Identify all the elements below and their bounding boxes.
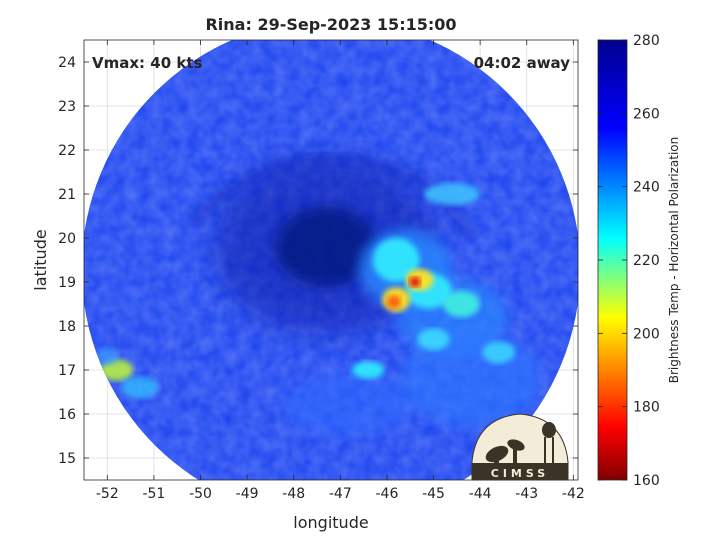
x-tick-label: -51	[142, 486, 165, 502]
colorbar-tick-label: 240	[633, 180, 660, 196]
x-tick-label: -50	[189, 486, 212, 502]
cyan-cell-5	[417, 328, 450, 351]
axis-ticks: -52 -51 -50 -49 -48 -47 -46 -45 -44 -43 -42 15 16 17 1…	[58, 40, 585, 502]
colorbar-tick-label: 180	[633, 400, 660, 416]
y-tick-label: 17	[58, 363, 76, 379]
x-axis-label: longitude	[293, 513, 368, 532]
swath-features	[95, 154, 541, 437]
y-tick-label: 22	[58, 143, 76, 159]
microwave-swath	[84, 40, 578, 480]
colorbar-ticks: 160 180 200 220 240 260 280	[598, 33, 660, 489]
y-tick-label: 15	[58, 451, 76, 467]
logo-small-dish-mount	[513, 447, 517, 463]
cyan-cell-1	[372, 238, 420, 282]
spiral-band	[187, 154, 476, 240]
x-tick-label: -52	[96, 486, 119, 502]
x-tick-label: -46	[375, 486, 398, 502]
y-tick-label: 23	[58, 99, 76, 115]
cyan-cell-3	[442, 290, 481, 318]
x-tick-label: -44	[469, 486, 492, 502]
time-away-label: 04:02 away	[474, 54, 571, 72]
x-tick-label: -45	[422, 486, 445, 502]
vmax-label: Vmax: 40 kts	[92, 54, 202, 72]
cyan-cell-4	[351, 361, 385, 379]
x-tick-label: -42	[562, 486, 585, 502]
colorbar-tick-label: 160	[633, 473, 660, 489]
y-tick-label: 20	[58, 231, 76, 247]
colorbar-tick-label: 220	[633, 253, 660, 269]
logo-water-tower-icon	[542, 422, 556, 438]
colorbar-tick-label: 200	[633, 326, 660, 342]
convection-streak-ne	[424, 183, 481, 205]
y-axis-label: latitude	[31, 229, 50, 290]
y-tick-label: 19	[58, 275, 76, 291]
storm-core-inner	[275, 207, 378, 287]
cyan-cell-6	[482, 341, 516, 364]
warm-cell-red	[409, 276, 421, 288]
colorbar-label: Brightness Temp - Horizontal Polarizatio…	[667, 137, 681, 384]
colorbar-tick-label: 280	[633, 33, 660, 49]
edge-patch-blue	[95, 348, 119, 366]
x-tick-label: -43	[515, 486, 538, 502]
convection-area-sw	[284, 374, 415, 437]
cimss-logo: CIMSS	[471, 413, 569, 481]
warm-cell-orange	[386, 295, 401, 309]
x-tick-label: -47	[329, 486, 352, 502]
logo-dish-mount	[494, 456, 499, 464]
x-tick-label: -48	[282, 486, 305, 502]
logo-text: CIMSS	[491, 467, 549, 480]
colorbar-tick-label: 260	[633, 106, 660, 122]
y-tick-label: 24	[58, 55, 76, 71]
y-tick-label: 16	[58, 407, 76, 423]
logo-dish-icon	[485, 445, 509, 463]
edge-patch-cyan	[121, 376, 159, 399]
axes-frame	[83, 39, 579, 481]
logo-banner	[472, 463, 568, 480]
y-tick-label: 18	[58, 319, 76, 335]
logo-small-dish-icon	[507, 439, 525, 451]
y-tick-label: 21	[58, 187, 76, 203]
chart-title: Rina: 29-Sep-2023 15:15:00	[205, 15, 456, 34]
x-tick-label: -49	[236, 486, 259, 502]
